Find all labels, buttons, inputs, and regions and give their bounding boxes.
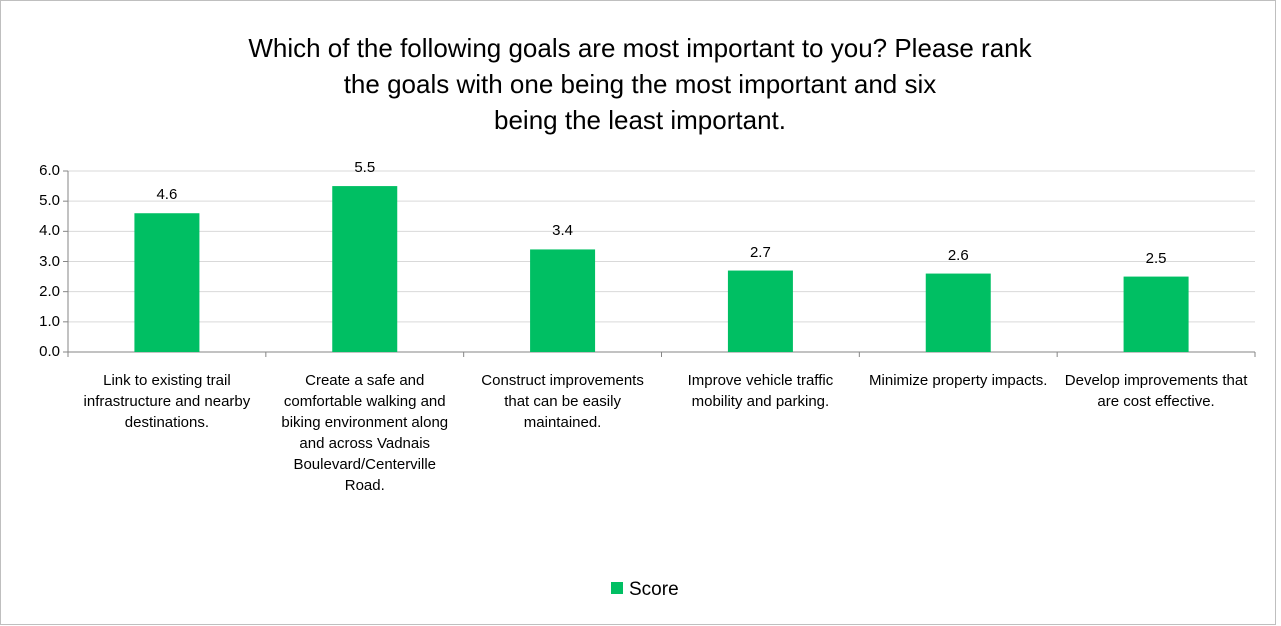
value-label: 2.5	[1145, 249, 1167, 267]
bar	[134, 213, 200, 352]
y-tick-label: 1.0	[39, 312, 60, 330]
x-tick-label: Develop improvements that are cost effec…	[1064, 372, 1248, 410]
legend-swatch	[611, 582, 623, 594]
y-tick-label: 5.0	[39, 192, 60, 210]
y-tick-label: 6.0	[39, 162, 60, 179]
bar	[530, 249, 596, 352]
x-tick-label: Construct improvements that can be easil…	[481, 372, 644, 431]
value-label: 3.4	[552, 222, 573, 240]
x-tick-label: Create a safe and comfortable walking an…	[281, 372, 449, 494]
x-tick-label: Improve vehicle traffic mobility and par…	[687, 372, 834, 410]
value-label: 5.5	[354, 159, 376, 177]
value-label: 4.6	[156, 186, 178, 204]
bar	[332, 186, 398, 352]
bar	[1123, 276, 1189, 352]
value-label: 2.7	[749, 243, 771, 261]
bar	[925, 273, 991, 352]
y-tick-label: 2.0	[39, 282, 60, 300]
value-label: 2.6	[947, 246, 969, 264]
y-tick-label: 3.0	[39, 252, 60, 270]
x-tick-label: Minimize property impacts.	[869, 372, 1048, 389]
x-tick-label: Link to existing trail infrastructure an…	[83, 372, 251, 431]
y-tick-label: 0.0	[39, 343, 60, 360]
chart-title: Which of the following goals are most im…	[248, 33, 1032, 135]
legend-label: Score	[629, 579, 679, 600]
y-tick-label: 4.0	[39, 222, 60, 240]
bar	[727, 270, 793, 352]
